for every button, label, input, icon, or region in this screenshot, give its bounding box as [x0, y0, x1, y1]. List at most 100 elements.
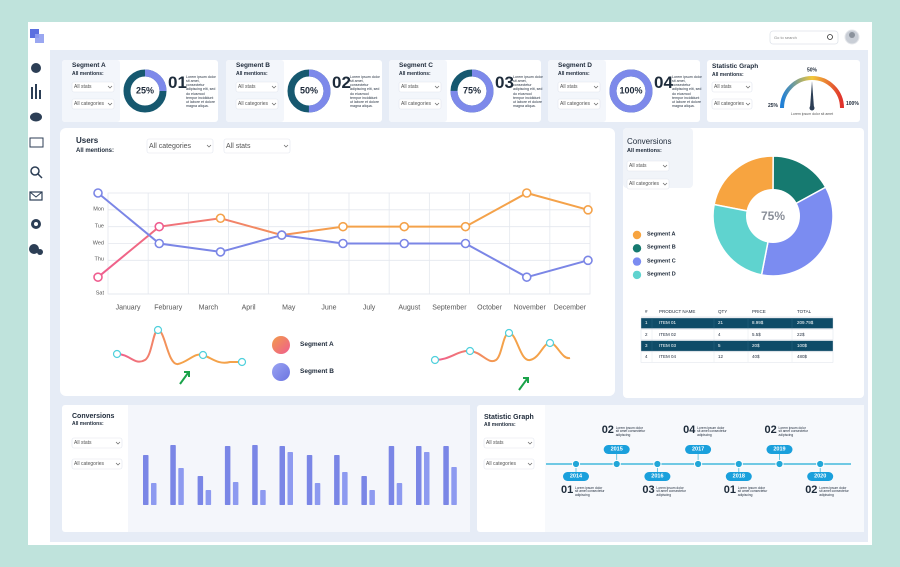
chevron [107, 102, 113, 106]
sidebar-icons [29, 63, 44, 255]
timeline-text: Lorem ipsum dolor sit amet consectetur a… [737, 485, 768, 498]
year-pill [766, 445, 793, 454]
x-tick-label: August [398, 304, 421, 312]
table-cell: 20$ [752, 342, 760, 348]
table-cell: 40$ [752, 354, 760, 360]
dropdown[interactable] [71, 458, 123, 470]
dropdown[interactable] [398, 81, 442, 93]
panel-subtitle: All mentions: [484, 422, 516, 428]
segment-subtitle: All mentions: [558, 70, 590, 77]
timeline-text: Lorem ipsum dolor sit amet consectetur a… [697, 425, 727, 438]
dropdown[interactable] [146, 138, 214, 154]
year-label: 2020 [814, 472, 827, 479]
series-point [521, 272, 532, 282]
timeline-text: Lorem ipsum dolor sit amet consectetur a… [819, 485, 849, 498]
dropdown[interactable] [71, 437, 123, 449]
year-label: 2018 [732, 472, 745, 479]
timeline-number: 01 [723, 484, 737, 496]
year-label: 2017 [691, 445, 705, 452]
chevron [527, 441, 533, 445]
dropdown[interactable] [711, 98, 753, 110]
series-point [460, 221, 471, 232]
dropdown[interactable] [626, 160, 670, 172]
bar [151, 483, 157, 505]
dropdown[interactable] [557, 81, 601, 93]
series-point [338, 238, 348, 249]
timeline-dot [734, 459, 743, 469]
table-cell: 4 [645, 354, 648, 360]
dropdown-label: All stats [401, 83, 419, 90]
chevron [662, 164, 668, 168]
pie-center-label: 75% [760, 209, 786, 223]
panel-title: Conversions [72, 413, 115, 420]
panel-subtitle: All mentions: [72, 421, 104, 427]
dropdown[interactable] [71, 81, 115, 93]
dropdown-label: All stats [486, 439, 504, 446]
icon-chat[interactable] [30, 112, 42, 122]
bar [260, 490, 266, 505]
sparkline-dots [112, 325, 247, 367]
series-point [154, 238, 165, 249]
dropdown-label: All stats [238, 83, 256, 90]
ring-value [123, 69, 167, 113]
table-cell: 100$ [797, 342, 808, 348]
dropdown[interactable] [235, 81, 279, 93]
chevron [206, 144, 212, 148]
segment-title: Segment B [236, 62, 270, 69]
dropdown-label: All stats [714, 83, 732, 90]
search-placeholder: Go to search [774, 34, 797, 40]
avatar-head [849, 32, 855, 38]
segment-text: Lorem ipsum dolor sit amet, consectetur … [186, 75, 216, 108]
table-row [640, 317, 834, 329]
timeline-dot [653, 459, 662, 469]
table-row [640, 351, 834, 363]
icon-board[interactable] [29, 137, 44, 148]
table-cell: 5.5$ [752, 331, 761, 337]
dropdown[interactable] [223, 138, 291, 154]
year-label: 2014 [569, 472, 583, 479]
bar [224, 446, 231, 505]
dropdown-label: All categories [714, 100, 745, 107]
dropdown[interactable] [557, 98, 601, 110]
timeline-text: Lorem ipsum dolor sit amet consectetur a… [615, 425, 646, 438]
icon-user[interactable] [31, 63, 41, 73]
timeline-dot [612, 459, 621, 469]
table-header: PRODUCT NAME [659, 309, 696, 314]
bar [424, 452, 430, 505]
year-pill [725, 472, 752, 481]
x-tick-label: November [513, 304, 546, 312]
search-box[interactable] [769, 30, 839, 45]
bar [451, 467, 457, 505]
ring-label: 75% [462, 85, 482, 96]
dropdown[interactable] [483, 458, 535, 470]
x-tick-label: September [432, 304, 467, 312]
table-cell: ITEM 02 [659, 331, 677, 337]
table-cell: 480$ [797, 354, 808, 360]
dropdown[interactable] [483, 437, 535, 449]
ring-value [287, 69, 331, 113]
icon-mail[interactable] [29, 191, 43, 201]
dropdown[interactable] [235, 98, 279, 110]
legend-label: Segment B [647, 244, 676, 251]
bar [369, 490, 375, 505]
dropdown[interactable] [398, 98, 442, 110]
series-point [276, 230, 287, 240]
icon-search[interactable] [30, 166, 40, 176]
bar [143, 455, 149, 505]
sparkline-dots [430, 328, 555, 365]
series-point [338, 221, 348, 232]
timeline-dot [775, 459, 784, 469]
table-cell: ITEM 03 [659, 342, 677, 348]
icon-stats[interactable] [31, 87, 33, 99]
dropdown[interactable] [711, 81, 753, 93]
icon-users[interactable] [29, 244, 39, 254]
timeline-number: 04 [683, 424, 696, 436]
legend-label: Segment A [647, 231, 676, 238]
conversions-header [623, 128, 693, 188]
bar [342, 472, 348, 505]
legend-swatch [272, 363, 290, 381]
dropdown[interactable] [71, 98, 115, 110]
bar [443, 446, 449, 505]
dropdown[interactable] [626, 178, 670, 190]
search-icon[interactable] [827, 34, 833, 40]
